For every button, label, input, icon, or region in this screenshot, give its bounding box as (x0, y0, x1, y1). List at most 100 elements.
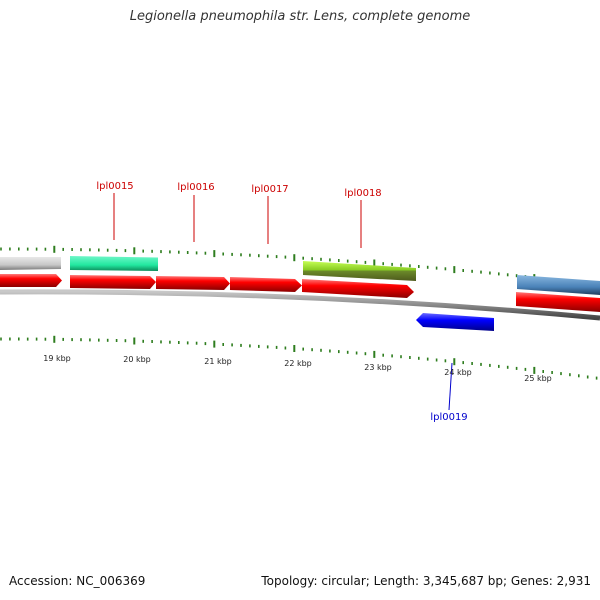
gene-label-lpl0016[interactable]: lpl0016 (177, 182, 214, 193)
inner-minor-tick (364, 352, 367, 356)
outer-minor-tick (62, 247, 64, 251)
inner-minor-tick (595, 376, 598, 380)
gene-label-lpl0019[interactable]: lpl0019 (430, 412, 467, 423)
inner-minor-tick (515, 366, 518, 370)
forward-cds-right-edge[interactable] (516, 292, 600, 312)
outer-minor-tick (222, 252, 224, 256)
outer-minor-tick (89, 248, 91, 252)
inner-tick-track (0, 335, 598, 380)
inner-minor-tick (382, 353, 384, 357)
inner-minor-tick (498, 364, 500, 368)
outer-minor-tick (195, 251, 198, 255)
inner-minor-tick (338, 350, 340, 354)
inner-minor-tick (9, 337, 11, 341)
outer-minor-tick (302, 256, 304, 260)
outer-minor-tick (115, 248, 118, 252)
inner-minor-tick (186, 341, 189, 345)
outer-minor-tick (249, 253, 251, 257)
inner-minor-tick (231, 343, 233, 347)
outer-major-tick (453, 266, 456, 274)
inner-minor-tick (142, 339, 144, 343)
outer-minor-tick (266, 254, 269, 258)
inner-minor-tick (71, 338, 73, 342)
genome-summary-text: Topology: circular; Length: 3,345,687 bp… (261, 574, 591, 588)
inner-major-tick (533, 366, 536, 374)
inner-minor-tick (18, 337, 20, 341)
inner-minor-tick (178, 341, 180, 344)
inner-minor-tick (62, 337, 64, 341)
inner-minor-tick (0, 337, 2, 341)
outer-minor-tick (284, 255, 287, 259)
outer-minor-tick (515, 274, 518, 278)
inner-minor-tick (89, 338, 91, 342)
reverse-cds-lpl0019[interactable] (416, 313, 494, 331)
forward-cds-left-edge[interactable] (0, 274, 62, 287)
outer-minor-tick (258, 254, 260, 258)
inner-major-tick (133, 337, 136, 345)
outer-minor-tick (231, 252, 233, 256)
inner-minor-tick (542, 370, 544, 373)
forward-cds-lpl0016[interactable] (156, 276, 230, 290)
inner-minor-tick (391, 354, 393, 358)
outer-minor-tick (382, 262, 384, 266)
inner-minor-tick (204, 342, 207, 346)
genome-backbone (0, 289, 600, 321)
outer-minor-tick (9, 247, 11, 251)
inner-minor-tick (480, 362, 482, 366)
gene-label-lpl0015[interactable]: lpl0015 (96, 181, 133, 192)
outer-track-block-3[interactable] (303, 261, 416, 281)
inner-minor-tick (462, 361, 464, 365)
scale-label-20kbp: 20 kbp (123, 355, 151, 364)
scale-label-19kbp: 19 kbp (43, 354, 71, 363)
outer-minor-tick (311, 257, 313, 261)
inner-minor-tick (560, 372, 562, 376)
outer-minor-tick (169, 250, 171, 254)
scale-label-21kbp: 21 kbp (204, 357, 232, 366)
outer-track-block-2[interactable] (70, 256, 158, 271)
inner-minor-tick (80, 338, 82, 342)
outer-minor-tick (338, 259, 340, 262)
forward-cds-lpl0018[interactable] (302, 279, 414, 298)
scale-labels: 19 kbp 20 kbp 21 kbp 22 kbp 23 kbp 24 kb… (43, 354, 552, 383)
inner-minor-tick (586, 375, 589, 379)
outer-major-tick (133, 247, 136, 255)
inner-minor-tick (249, 344, 251, 348)
inner-minor-tick (275, 345, 278, 349)
inner-minor-tick (346, 350, 349, 354)
inner-minor-tick (266, 345, 269, 349)
outer-track-block-4[interactable] (517, 275, 600, 295)
outer-minor-tick (275, 255, 278, 259)
gene-label-lpl0017[interactable]: lpl0017 (251, 184, 288, 195)
outer-minor-tick (426, 265, 429, 269)
inner-minor-tick (409, 356, 411, 359)
outer-minor-tick (106, 248, 109, 252)
forward-cds-lpl0017[interactable] (230, 277, 302, 292)
outer-minor-tick (18, 247, 20, 251)
outer-minor-tick (355, 260, 358, 264)
inner-major-tick (373, 350, 376, 358)
outer-minor-tick (44, 247, 47, 251)
outer-minor-tick (346, 259, 349, 263)
inner-minor-tick (578, 374, 580, 378)
outer-minor-tick (160, 250, 162, 254)
outer-track-block-1[interactable] (0, 257, 61, 270)
inner-minor-tick (444, 359, 447, 363)
outer-minor-tick (444, 267, 447, 271)
inner-minor-tick (44, 337, 47, 341)
outer-major-tick (213, 250, 216, 258)
outer-minor-tick (329, 258, 331, 262)
gene-label-lpl0018[interactable]: lpl0018 (344, 188, 381, 199)
outer-minor-tick (409, 264, 411, 268)
scale-label-23kbp: 23 kbp (364, 363, 392, 372)
outer-minor-tick (364, 260, 367, 264)
inner-minor-tick (98, 338, 100, 342)
inner-minor-tick (26, 337, 29, 341)
forward-cds-lpl0015[interactable] (70, 275, 156, 289)
genome-title: Legionella pneumophila str. Lens, comple… (129, 9, 471, 24)
accession-text: Accession: NC_006369 (9, 574, 146, 588)
inner-major-tick (453, 358, 456, 366)
inner-minor-tick (569, 373, 571, 377)
outer-minor-tick (71, 248, 73, 251)
inner-minor-tick (115, 339, 118, 342)
